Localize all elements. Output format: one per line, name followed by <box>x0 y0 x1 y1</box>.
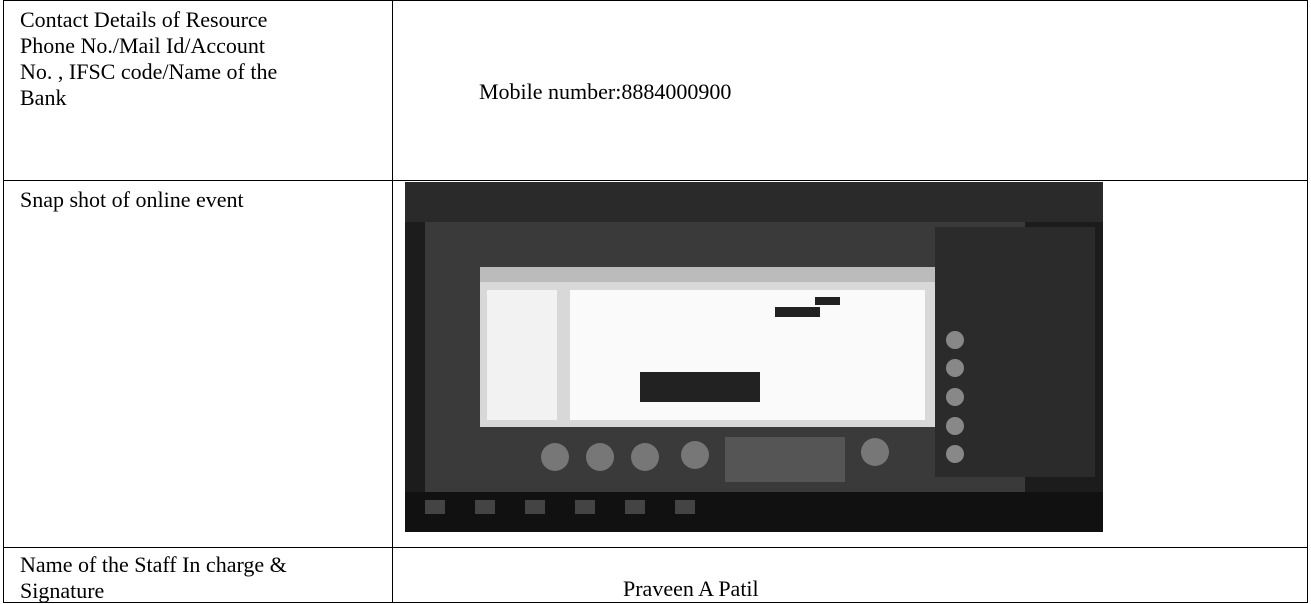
label-line: No. , IFSC code/Name of the <box>20 59 278 84</box>
label-line: Bank <box>20 85 67 110</box>
value-text: Mobile number:8884000900 <box>479 79 732 104</box>
label-line: Signature <box>20 578 105 603</box>
label-line: Contact Details of Resource <box>20 7 268 32</box>
label-cell: Name of the Staff In charge & Signature <box>3 547 393 603</box>
label-line: Snap shot of online event <box>20 187 244 212</box>
event-snapshot <box>405 182 1103 532</box>
label-cell: Snap shot of online event <box>3 180 393 548</box>
image-cell <box>392 180 1308 548</box>
label-cell: Contact Details of Resource Phone No./Ma… <box>3 0 393 181</box>
value-cell: Praveen A Patil <box>392 547 1308 603</box>
value-text: Praveen A Patil <box>623 576 759 601</box>
label-line: Phone No./Mail Id/Account <box>20 33 266 58</box>
value-cell: Mobile number:8884000900 <box>392 0 1308 181</box>
label-line: Name of the Staff In charge & <box>20 552 287 577</box>
